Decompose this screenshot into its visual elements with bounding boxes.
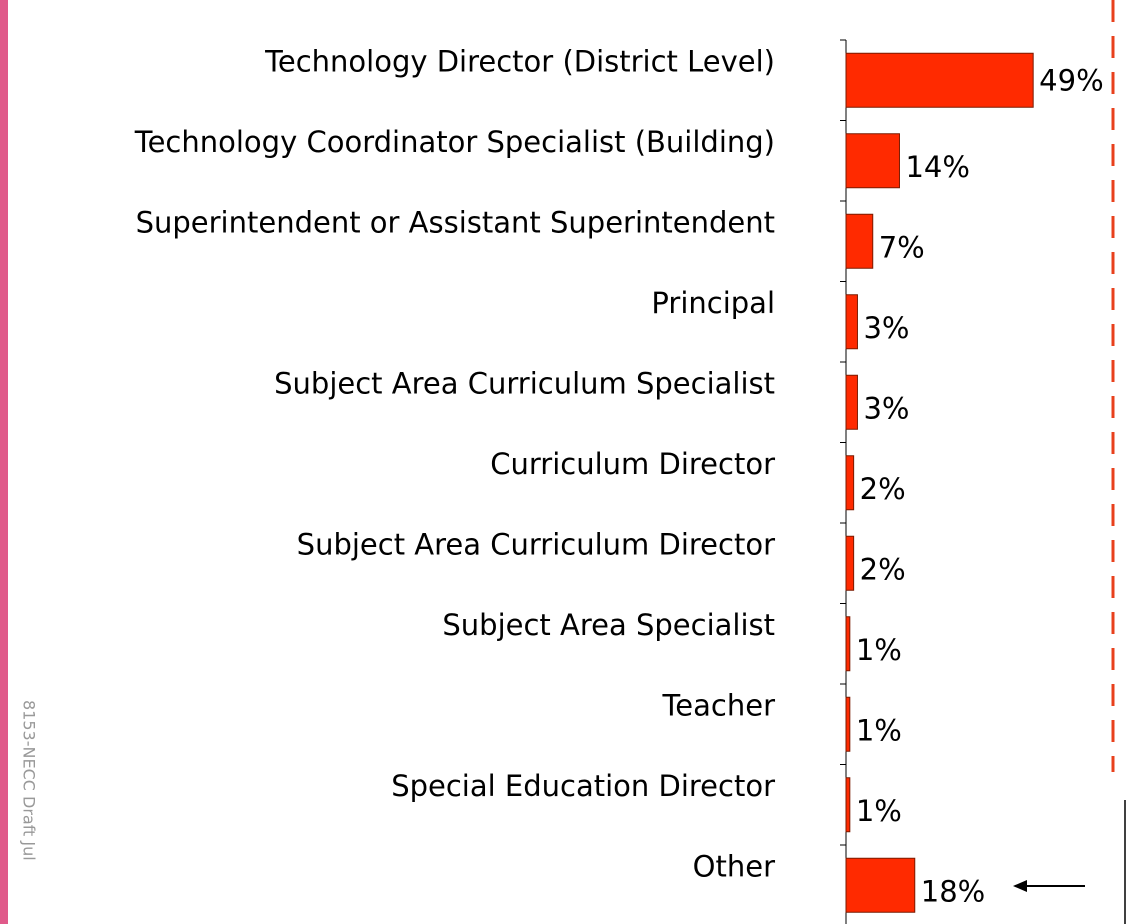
category-label: Superintendent or Assistant Superintende… <box>136 205 775 239</box>
bar <box>845 616 851 672</box>
bar <box>845 857 916 913</box>
value-label: 1% <box>856 633 902 667</box>
category-label: Teacher <box>662 688 776 722</box>
bar <box>845 133 900 189</box>
bar <box>845 696 851 752</box>
bar <box>845 777 851 833</box>
category-label: Special Education Director <box>391 769 775 803</box>
arrow-head <box>1013 880 1027 892</box>
value-label: 1% <box>856 713 902 747</box>
bar <box>845 213 874 269</box>
bar <box>845 294 858 350</box>
category-label: Subject Area Curriculum Director <box>297 527 775 561</box>
category-label: Technology Director (District Level) <box>264 44 775 78</box>
category-label: Curriculum Director <box>490 447 775 481</box>
bars: 49% Technology Director (District Level) 1… <box>134 39 1104 913</box>
side-stripe <box>0 0 8 924</box>
value-label: 18% <box>921 874 985 908</box>
value-label: 2% <box>860 552 906 586</box>
bar <box>845 535 855 591</box>
category-label: Technology Coordinator Specialist (Build… <box>134 125 775 159</box>
value-label: 14% <box>905 150 969 184</box>
value-label: 3% <box>863 391 909 425</box>
category-label: Principal <box>651 286 775 320</box>
value-label: 49% <box>1039 63 1103 97</box>
value-label: 7% <box>879 230 925 264</box>
category-label: Subject Area Curriculum Specialist <box>274 366 775 400</box>
bar <box>845 374 858 430</box>
value-label: 1% <box>856 794 902 828</box>
footer-note: 8153-NECC Draft Jul <box>20 700 39 861</box>
value-label: 2% <box>860 472 906 506</box>
value-label: 3% <box>863 311 909 345</box>
bar <box>845 52 1034 108</box>
category-label: Other <box>693 849 775 883</box>
bar <box>845 455 855 511</box>
category-label: Subject Area Specialist <box>442 608 775 642</box>
